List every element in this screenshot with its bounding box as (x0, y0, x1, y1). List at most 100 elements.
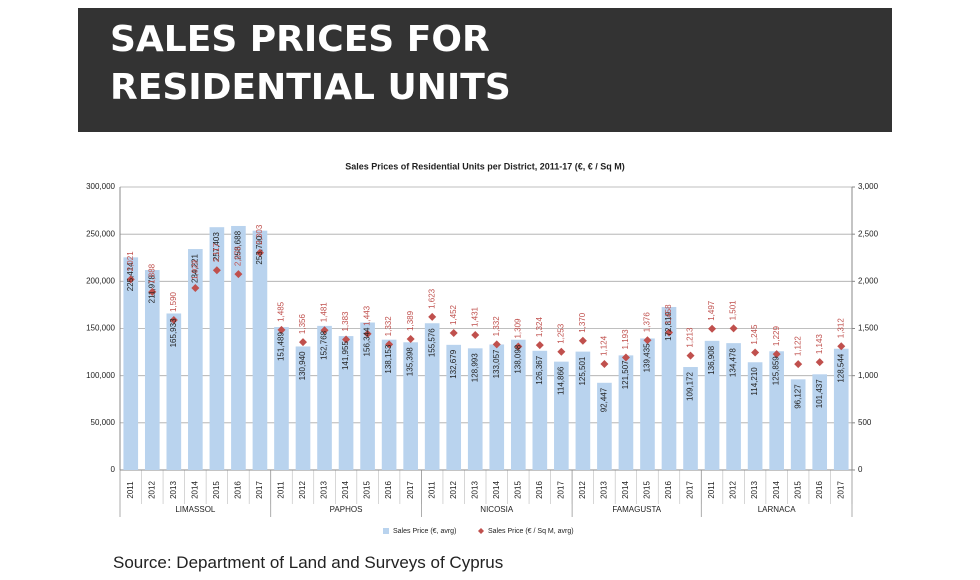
marker (578, 336, 587, 345)
marker (385, 340, 394, 349)
point-label: 1,245 (750, 324, 759, 345)
y2-tick-label: 0 (858, 465, 863, 474)
bar-label: 151,489 (277, 332, 286, 361)
x-tick-label: 2017 (255, 481, 264, 499)
bar (338, 336, 354, 470)
x-tick-label: 2017 (836, 481, 845, 499)
legend-marker (478, 528, 484, 534)
point-label: 1,356 (298, 314, 307, 335)
y2-tick-label: 3,000 (858, 182, 879, 191)
bar (532, 350, 548, 470)
bar (510, 339, 526, 470)
y2-tick-label: 1,000 (858, 371, 879, 380)
x-tick-label: 2016 (535, 481, 544, 499)
point-label: 1,383 (341, 311, 350, 332)
x-tick-label: 2015 (513, 481, 522, 499)
marker (320, 326, 329, 335)
x-tick-label: 2015 (643, 481, 652, 499)
marker (535, 341, 544, 350)
point-label: 1,497 (707, 300, 716, 321)
bar (640, 338, 655, 470)
bar-label: 126,367 (535, 355, 544, 384)
point-label: 1,431 (470, 306, 479, 327)
bar-label: 138,098 (513, 344, 522, 373)
point-label: 1,332 (384, 316, 393, 337)
marker (772, 350, 781, 359)
source: Source: Department of Land and Surveys o… (113, 553, 504, 572)
bar-label: 141,955 (341, 341, 350, 370)
point-label: 1,485 (277, 301, 286, 322)
bar-label: 165,933 (169, 318, 178, 347)
marker (600, 359, 609, 368)
bar-label: 125,501 (578, 356, 587, 385)
bar (704, 340, 720, 470)
marker (643, 336, 652, 345)
point-label: 1,929 (190, 259, 199, 280)
marker (148, 287, 157, 296)
bar (360, 322, 375, 470)
bar (144, 270, 160, 470)
y-tick-label: 0 (111, 465, 116, 474)
point-label: 1,312 (836, 318, 845, 339)
bar-label: 114,866 (556, 366, 565, 395)
marker (492, 340, 501, 349)
chart-title: Sales Prices of Residential Units per Di… (345, 161, 625, 171)
legend-label: Sales Price (€, avrg) (393, 528, 456, 535)
point-label: 1,124 (600, 335, 609, 356)
y-tick-label: 100,000 (86, 371, 115, 380)
group-label: LIMASSOL (175, 505, 216, 514)
bar (489, 344, 505, 470)
marker (255, 248, 264, 257)
bar (833, 348, 849, 470)
bar-label: 132,679 (449, 349, 458, 378)
bar (661, 306, 677, 470)
group-label: NICOSIA (480, 505, 514, 514)
x-tick-label: 2013 (470, 481, 479, 499)
y-tick-label: 300,000 (86, 182, 115, 191)
y2-tick-label: 2,500 (858, 229, 879, 238)
point-label: 2,117 (212, 242, 221, 262)
bar (747, 362, 763, 470)
marker (557, 347, 566, 356)
bar-label: 128,993 (470, 353, 479, 382)
point-label: 1,193 (621, 329, 630, 350)
marker (234, 270, 243, 279)
x-tick-label: 2013 (320, 481, 329, 499)
x-tick-label: 2012 (298, 481, 307, 499)
bar (769, 351, 784, 470)
marker (126, 275, 135, 284)
point-label: 1,229 (772, 325, 781, 346)
x-tick-label: 2017 (686, 481, 695, 499)
group-label: FAMAGUSTA (612, 505, 661, 514)
point-label: 2,021 (126, 251, 135, 272)
y-tick-label: 250,000 (86, 229, 115, 238)
bar (188, 249, 203, 470)
point-label: 1,324 (535, 317, 544, 338)
bar (467, 348, 483, 470)
bar-label: 114,210 (750, 367, 759, 396)
x-tick-label: 2012 (729, 481, 738, 499)
x-tick-label: 2017 (556, 481, 565, 499)
marker (729, 324, 738, 333)
bar-label: 138,153 (384, 344, 393, 373)
point-label: 1,253 (556, 323, 565, 344)
bar-label: 96,127 (793, 384, 802, 409)
point-label: 1,370 (578, 312, 587, 333)
y2-tick-label: 500 (858, 418, 872, 427)
point-label: 1,376 (643, 312, 652, 333)
bar-label: 155,576 (427, 328, 436, 357)
bar (295, 346, 311, 470)
y-tick-label: 200,000 (86, 276, 115, 285)
bar (554, 361, 569, 470)
marker (751, 348, 760, 357)
bar (812, 374, 828, 470)
marker (449, 329, 458, 338)
x-tick-label: 2015 (363, 481, 372, 499)
page-title: SALES PRICES FOR RESIDENTIAL UNITS (110, 19, 511, 108)
x-tick-label: 2015 (793, 481, 802, 499)
legend-label: Sales Price (€ / Sq M, avrg) (488, 528, 574, 535)
bar-label: 136,908 (707, 345, 716, 374)
point-label: 1,501 (729, 300, 738, 321)
bar-label: 152,768 (320, 330, 329, 359)
